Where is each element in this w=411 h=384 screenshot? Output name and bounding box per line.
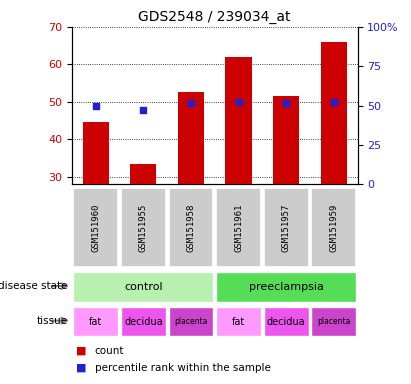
Point <box>283 100 289 106</box>
Text: GSM151955: GSM151955 <box>139 204 148 252</box>
Bar <box>178 93 204 184</box>
Text: control: control <box>124 282 163 292</box>
Text: count: count <box>95 346 124 356</box>
Bar <box>216 272 356 302</box>
Bar <box>130 164 157 184</box>
Text: fat: fat <box>232 316 245 327</box>
Text: GSM151957: GSM151957 <box>282 204 291 252</box>
Text: GSM151958: GSM151958 <box>187 204 196 252</box>
Bar <box>264 307 309 336</box>
Text: placenta: placenta <box>174 317 208 326</box>
Text: disease state: disease state <box>0 281 68 291</box>
Text: decidua: decidua <box>124 316 163 327</box>
Text: ■: ■ <box>76 362 87 372</box>
Point <box>140 106 147 113</box>
Bar <box>216 188 261 267</box>
Point <box>330 99 337 105</box>
Bar <box>73 272 213 302</box>
Bar <box>83 122 109 184</box>
Bar <box>321 42 347 184</box>
Text: preeclampsia: preeclampsia <box>249 282 323 292</box>
Text: tissue: tissue <box>37 316 68 326</box>
Bar <box>312 307 356 336</box>
Bar <box>216 307 261 336</box>
Bar <box>312 188 356 267</box>
Bar <box>169 188 213 267</box>
Bar <box>73 188 118 267</box>
Bar <box>121 307 166 336</box>
Point <box>92 103 99 109</box>
Text: GSM151961: GSM151961 <box>234 204 243 252</box>
Text: GSM151959: GSM151959 <box>329 204 338 252</box>
Point <box>235 99 242 106</box>
Text: placenta: placenta <box>317 317 351 326</box>
Bar <box>169 307 213 336</box>
Text: ■: ■ <box>76 345 87 355</box>
Bar <box>73 307 118 336</box>
Bar <box>121 188 166 267</box>
Text: GSM151960: GSM151960 <box>91 204 100 252</box>
Text: fat: fat <box>89 316 102 327</box>
Bar <box>264 188 309 267</box>
Text: percentile rank within the sample: percentile rank within the sample <box>95 363 270 373</box>
Bar <box>273 96 299 184</box>
Text: decidua: decidua <box>267 316 305 327</box>
Point <box>188 100 194 106</box>
Bar <box>226 57 252 184</box>
Title: GDS2548 / 239034_at: GDS2548 / 239034_at <box>139 10 291 25</box>
